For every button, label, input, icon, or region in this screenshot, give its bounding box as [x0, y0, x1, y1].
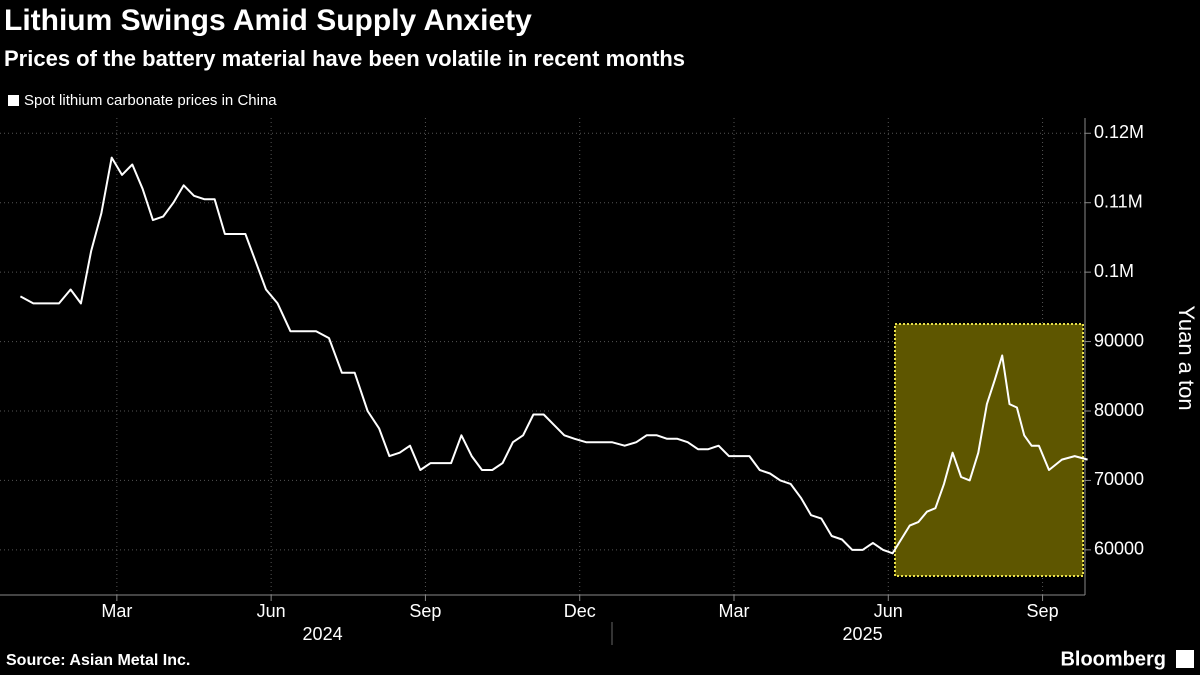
y-tick-label: 0.11M: [1094, 191, 1143, 211]
legend-swatch: [8, 95, 19, 106]
chart-title: Lithium Swings Amid Supply Anxiety: [4, 4, 532, 37]
x-tick-label: Sep: [409, 601, 441, 621]
legend-label: Spot lithium carbonate prices in China: [24, 92, 277, 109]
x-tick-label: Dec: [564, 601, 596, 621]
y-tick-label: 70000: [1094, 469, 1144, 489]
x-tick-label: Mar: [719, 601, 750, 621]
logo: Bloomberg: [1060, 648, 1166, 670]
highlight-box: [894, 323, 1084, 577]
x-tick-label: Jun: [257, 601, 286, 621]
y-axis-title: Yuan a ton: [1174, 305, 1199, 410]
y-tick-label: 80000: [1094, 400, 1144, 420]
chart-subtitle: Prices of the battery material have been…: [4, 46, 685, 71]
x-tick-label: Jun: [874, 601, 903, 621]
y-tick-label: 90000: [1094, 330, 1144, 350]
year-label: 2025: [843, 624, 883, 644]
y-tick-label: 60000: [1094, 539, 1144, 559]
y-tick-label: 0.12M: [1094, 122, 1144, 142]
x-tick-label: Mar: [101, 601, 132, 621]
source: Source: Asian Metal Inc.: [6, 652, 190, 669]
logo-icon: [1176, 650, 1194, 668]
y-tick-label: 0.1M: [1094, 261, 1134, 281]
line-series: [19, 156, 1088, 555]
x-tick-label: Sep: [1027, 601, 1059, 621]
year-label: 2024: [303, 624, 343, 644]
